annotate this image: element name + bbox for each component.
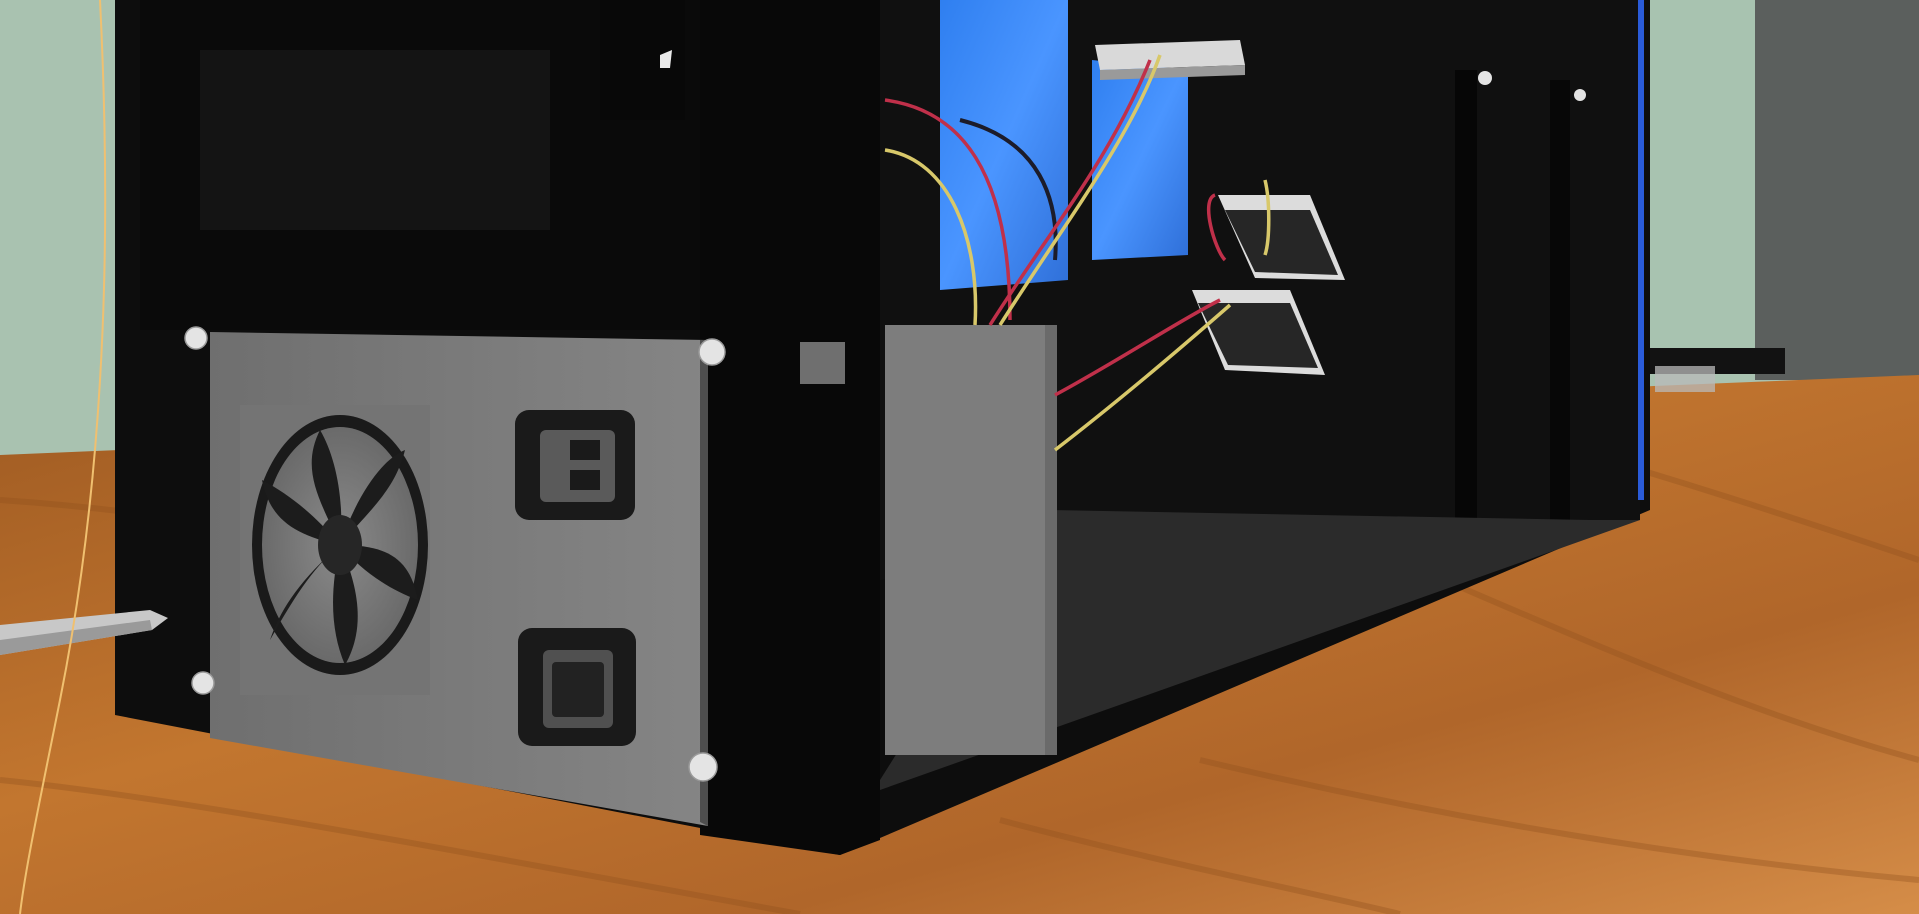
case-edge-column — [700, 0, 880, 855]
power-cable — [19, 0, 107, 914]
ssd-middle[interactable] — [1218, 195, 1345, 280]
ssd-top[interactable] — [1095, 40, 1245, 80]
sata-wires — [884, 54, 1271, 452]
power-connector-bottom[interactable] — [518, 628, 636, 746]
case-back-recess — [200, 50, 550, 230]
screw-bottom-right — [688, 752, 718, 782]
psu-edge — [700, 340, 708, 826]
case-screw-a — [1478, 71, 1492, 85]
screw-top-right — [698, 338, 726, 366]
screw-top-left — [184, 326, 208, 350]
case-screw-b — [1574, 89, 1586, 101]
desk-item-bits — [1655, 366, 1715, 392]
psu-fan[interactable] — [240, 405, 430, 695]
psu-screws — [184, 326, 726, 782]
wall-right-dark — [1755, 0, 1919, 380]
screw-bottom-left — [191, 671, 215, 695]
power-connector-top[interactable] — [515, 410, 635, 520]
wall-right-light — [1640, 0, 1755, 350]
drive-cage-shade — [1045, 325, 1057, 755]
case-window-left — [940, 0, 1068, 290]
case-post-blue-edge — [1638, 0, 1644, 500]
case-back-slot — [600, 0, 685, 120]
case-window-right — [1092, 60, 1188, 260]
screwdriver[interactable] — [0, 610, 168, 655]
drive-cage[interactable] — [885, 325, 1055, 755]
case-post-a — [1455, 70, 1477, 560]
case-top-light — [660, 50, 672, 68]
case-interior-floor — [880, 510, 1640, 790]
cage-mount-square — [800, 342, 845, 384]
case-post-b — [1550, 80, 1570, 520]
